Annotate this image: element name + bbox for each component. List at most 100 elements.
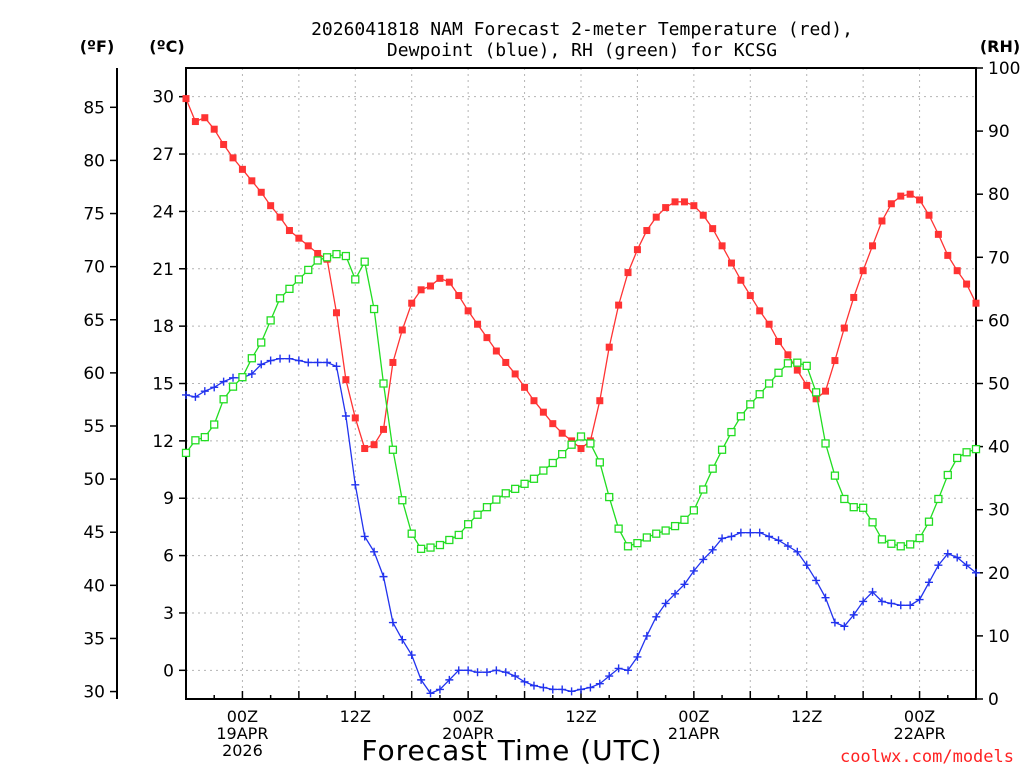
- data-point: [689, 506, 699, 515]
- data-point: [586, 683, 595, 692]
- data-point: [257, 338, 266, 347]
- data-point: [351, 480, 360, 489]
- data-point: [445, 535, 454, 545]
- data-point: [850, 293, 858, 301]
- data-point: [426, 543, 435, 552]
- data-point: [482, 503, 492, 512]
- data-point: [191, 436, 200, 445]
- x-tick-label: 00Z: [904, 707, 935, 726]
- data-point: [576, 432, 586, 441]
- data-point: [210, 420, 219, 429]
- data-point: [812, 395, 820, 403]
- rh-tick-label: 20: [988, 564, 1010, 584]
- data-point: [915, 595, 924, 604]
- data-point: [520, 677, 529, 686]
- data-point: [924, 517, 934, 526]
- data-point: [567, 440, 576, 449]
- data-point: [605, 672, 614, 681]
- data-point: [455, 292, 463, 300]
- data-point: [427, 282, 435, 290]
- series-relative-humidity: [181, 249, 981, 553]
- data-point: [408, 299, 416, 307]
- celsius-tick-label: 6: [163, 547, 174, 567]
- data-point: [436, 274, 444, 282]
- data-point: [511, 370, 519, 378]
- data-point: [369, 304, 379, 314]
- data-point: [379, 379, 388, 388]
- data-point: [238, 165, 246, 173]
- data-point: [944, 251, 952, 259]
- data-point: [972, 568, 980, 577]
- celsius-tick-label: 27: [152, 145, 174, 165]
- data-point: [821, 593, 830, 602]
- data-point: [840, 622, 849, 631]
- data-point: [877, 535, 887, 544]
- data-point: [257, 188, 265, 196]
- data-point: [624, 269, 632, 277]
- data-point: [755, 390, 764, 399]
- celsius-unit-label: (ºC): [149, 37, 184, 56]
- data-point: [802, 361, 811, 370]
- data-point: [539, 408, 547, 416]
- data-point: [746, 528, 755, 537]
- data-point: [454, 530, 463, 540]
- data-point: [652, 529, 661, 538]
- data-point: [182, 95, 190, 103]
- data-point: [662, 204, 670, 212]
- data-point: [417, 286, 425, 294]
- data-point: [539, 683, 548, 692]
- data-point: [577, 685, 585, 694]
- data-point: [332, 309, 340, 317]
- data-point: [727, 532, 736, 541]
- data-point: [953, 553, 962, 562]
- data-point: [219, 395, 228, 404]
- data-point: [614, 664, 623, 673]
- data-point: [482, 668, 491, 677]
- celsius-tick-label: 9: [163, 489, 174, 509]
- data-point: [210, 383, 219, 392]
- data-point: [398, 326, 406, 334]
- data-point: [775, 337, 782, 345]
- data-point: [784, 351, 792, 359]
- data-point: [822, 387, 830, 395]
- data-point: [803, 381, 811, 389]
- data-point: [558, 450, 567, 459]
- axes: [110, 67, 983, 700]
- data-point: [323, 358, 332, 367]
- data-point: [567, 687, 576, 696]
- data-point: [454, 666, 463, 675]
- data-point: [906, 601, 915, 610]
- data-point: [849, 503, 858, 512]
- rh-tick-label: 0: [988, 690, 999, 710]
- data-point: [285, 354, 294, 363]
- x-tick-label: 12Z: [565, 707, 596, 726]
- data-point: [953, 453, 962, 463]
- data-point: [407, 529, 416, 538]
- data-point: [370, 441, 378, 449]
- data-point: [821, 439, 830, 448]
- data-point: [294, 275, 304, 284]
- data-point: [229, 154, 237, 162]
- data-point: [859, 597, 868, 606]
- fahrenheit-tick-label: 50: [83, 470, 105, 490]
- data-point: [228, 382, 238, 391]
- rh-tick-label: 100: [988, 59, 1020, 79]
- data-point: [267, 202, 275, 210]
- data-point: [483, 334, 491, 342]
- data-point: [379, 572, 388, 581]
- data-point: [756, 307, 764, 315]
- grid-lines: [186, 68, 976, 699]
- x-axis-label: Forecast Time (UTC): [361, 734, 662, 767]
- data-point: [680, 198, 688, 206]
- data-point: [689, 566, 698, 575]
- data-point: [774, 536, 783, 545]
- x-tick-label: 21APR: [668, 724, 720, 743]
- data-point: [285, 284, 294, 294]
- data-point: [521, 383, 529, 391]
- celsius-tick-label: 15: [152, 375, 174, 395]
- data-point: [464, 307, 472, 315]
- data-point: [811, 388, 821, 397]
- data-point: [764, 379, 774, 388]
- data-point: [360, 257, 369, 266]
- data-point: [878, 217, 886, 225]
